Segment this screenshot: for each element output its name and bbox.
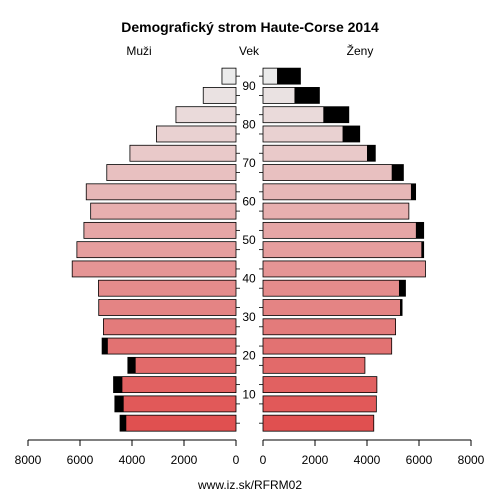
age-label-40: 40: [242, 272, 256, 286]
male-bar-5-9: [114, 395, 237, 413]
male-surplus-20-24: [102, 338, 108, 355]
age-label-20: 20: [242, 349, 256, 363]
male-surplus-15-19: [127, 357, 136, 374]
x-tick-label-right-8000: 8000: [458, 453, 485, 467]
x-tick-label-left-2000: 2000: [171, 453, 198, 467]
female-bar-25-29: [262, 318, 397, 336]
female-bar-45-49: [262, 241, 425, 259]
age-label-70: 70: [242, 156, 256, 170]
female-surplus-50-54: [415, 222, 424, 239]
male-bar-15-19: [127, 356, 237, 374]
female-surplus-85-89: [294, 87, 320, 104]
age-label-80: 80: [242, 117, 256, 131]
female-surplus-80-84: [323, 106, 349, 123]
bars-group: [71, 67, 426, 432]
age-label-50: 50: [242, 233, 256, 247]
footer-text: www.iz.sk/RFRM02: [197, 478, 302, 492]
male-bar-90+: [221, 67, 237, 85]
female-bar-65-69: [262, 164, 404, 181]
x-tick-label-right-2000: 2000: [302, 453, 329, 467]
female-bar-20-24: [262, 337, 393, 355]
male-bar-85-89: [202, 87, 237, 104]
female-bar-30-34: [262, 299, 403, 316]
female-bar-10-14: [262, 376, 378, 394]
female-bar-70-74: [262, 144, 376, 162]
female-bar-35-39: [262, 279, 406, 297]
chart-title: Demografický strom Haute-Corse 2014: [121, 19, 379, 35]
female-bar-60-64: [262, 183, 417, 201]
male-surplus-5-9: [114, 395, 124, 412]
age-label-30: 30: [242, 310, 256, 324]
female-surplus-45-49: [421, 241, 424, 258]
male-bar-75-79: [156, 125, 237, 143]
male-bar-60-64: [85, 183, 237, 201]
female-bar-40-44: [262, 260, 426, 278]
x-tick-label-right-0: 0: [260, 453, 267, 467]
male-bar-10-14: [113, 376, 237, 394]
male-bar-25-29: [103, 318, 237, 336]
x-tick-label-left-6000: 6000: [67, 453, 94, 467]
male-surplus-10-14: [113, 376, 123, 393]
female-bar-55-59: [262, 202, 410, 220]
center-header-label: Vek: [239, 44, 260, 58]
x-tick-label-left-8000: 8000: [15, 453, 42, 467]
male-bar-35-39: [98, 279, 237, 297]
right-header-label: Ženy: [347, 43, 374, 58]
male-bar-40-44: [71, 260, 237, 278]
female-bar-50-54: [262, 221, 425, 239]
male-bar-65-69: [106, 164, 237, 181]
male-bar-30-34: [98, 299, 237, 316]
female-surplus-75-79: [342, 125, 360, 142]
left-header-label: Muži: [126, 44, 151, 58]
x-tick-label-right-6000: 6000: [406, 453, 433, 467]
age-label-60: 60: [242, 194, 256, 208]
male-bar-80-84: [175, 106, 237, 124]
female-surplus-65-69: [391, 164, 404, 181]
male-bar-0-4: [119, 414, 237, 432]
female-bar-5-9: [262, 395, 377, 413]
x-tick-label-right-4000: 4000: [354, 453, 381, 467]
axes-group: 10 20 30 40 50 60 70 80 90 8000 6000 4000 2000 0 0 2000…: [15, 75, 485, 467]
x-tick-label-left-0: 0: [233, 453, 240, 467]
female-surplus-60-64: [410, 183, 416, 200]
x-tick-label-left-4000: 4000: [119, 453, 146, 467]
female-bar-15-19: [262, 356, 366, 374]
male-bar-45-49: [76, 241, 237, 259]
female-surplus-90+: [277, 68, 301, 85]
female-surplus-35-39: [398, 280, 406, 297]
age-label-90: 90: [242, 79, 256, 93]
female-bar-0-4: [262, 414, 375, 432]
female-surplus-30-34: [400, 299, 403, 316]
male-bar-50-54: [83, 221, 237, 239]
male-bar-20-24: [101, 337, 237, 355]
male-bar-55-59: [90, 202, 237, 220]
male-surplus-0-4: [120, 415, 127, 432]
female-surplus-70-74: [367, 145, 376, 162]
age-label-10: 10: [242, 387, 256, 401]
male-bar-70-74: [129, 144, 237, 162]
